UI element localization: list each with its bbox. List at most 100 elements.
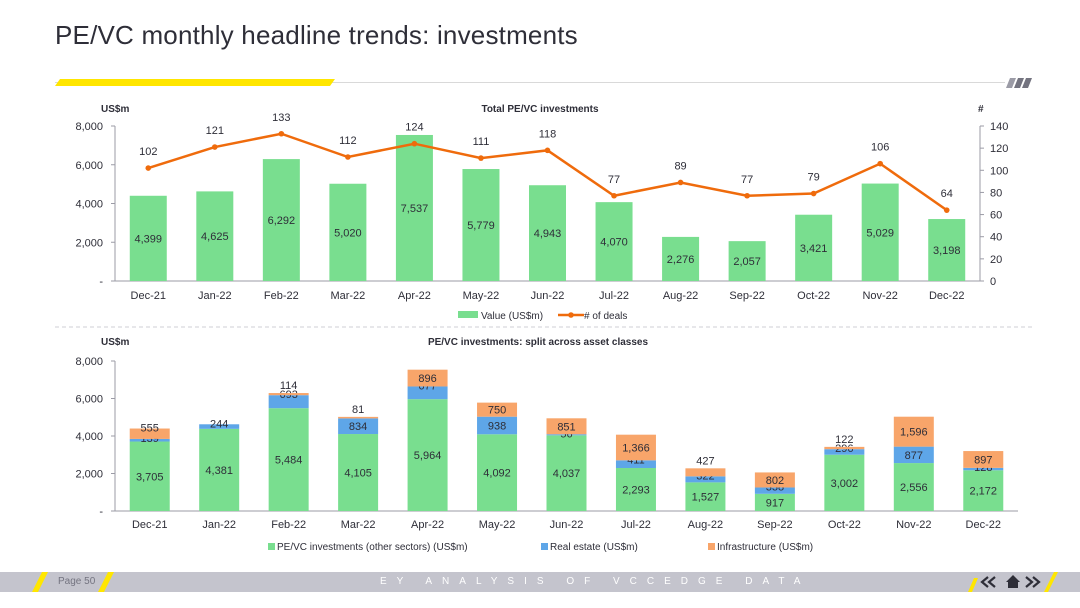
footer-slash-left (32, 572, 48, 592)
chart1-x-tick-label: Jan-22 (198, 290, 232, 302)
chart1-y2-tick-label: 140 (990, 121, 1008, 133)
chart2-bar-other-sectors (477, 434, 518, 511)
footer-slash-mid (98, 572, 114, 592)
header-accent-bar (55, 79, 335, 86)
chart2-bar-other-sectors-label: 1,527 (692, 492, 720, 504)
chart2-bar-infrastructure (963, 451, 1004, 468)
chart2-bar-infrastructure-label: 750 (488, 405, 506, 417)
chart2-bar-infrastructure (754, 472, 795, 488)
chart1-deals-point (943, 207, 950, 213)
chart1-deals-label: 133 (272, 112, 290, 124)
chart2-bar-other-sectors-legend-swatch (268, 543, 275, 550)
chart2-bar-other-sectors-label: 5,484 (275, 455, 303, 467)
chart1-bar-value-label: 4,070 (600, 237, 628, 249)
chart1-bar-value-label: 3,421 (800, 243, 828, 255)
chart1-x-tick-label: Dec-21 (131, 290, 166, 302)
chart1-deals-label: 89 (674, 160, 686, 172)
chart1-x-tick-label: Nov-22 (862, 290, 897, 302)
chart1-ylabel: US$m (101, 104, 129, 115)
chart2-bar-other-sectors-label: 2,556 (900, 482, 928, 494)
chart1-deals-point (411, 140, 418, 147)
chart1-deals-point (744, 192, 750, 199)
chart1-deals-point (810, 190, 817, 197)
chart2-bar-other-sectors-label: 917 (766, 497, 784, 509)
footer-bar (0, 572, 1080, 592)
chart1-deals-label: 77 (608, 174, 620, 186)
chart1-x-tick-label: Aug-22 (663, 290, 698, 302)
chart1-bar-Jan-22 (196, 191, 234, 281)
chart2-bar-real-estate (199, 424, 240, 429)
chart1-bar-Feb-22 (262, 159, 300, 281)
chart2-bar-real-estate (268, 395, 309, 409)
chart2-x-tick-label: Aug-22 (688, 519, 723, 531)
chart2-bar-infrastructure-label: 427 (696, 455, 714, 467)
chart1-y2-tick-label: 20 (990, 254, 1002, 266)
chart1-bar-Dec-21 (129, 195, 167, 281)
chart2-bar-other-sectors-label: 2,293 (622, 485, 650, 497)
chart1-deals-point (677, 179, 684, 186)
chart1-legend-value-label: Value (US$m) (481, 311, 543, 322)
chart1-bar-value-label: 2,276 (667, 254, 695, 266)
chart1-deals-point (212, 144, 218, 150)
chart2-bar-real-estate-legend-label: Real estate (US$m) (550, 542, 638, 553)
chart1-bar-value-label: 4,625 (201, 231, 229, 243)
double-chevron-left-icon[interactable] (980, 576, 996, 588)
chart2-ylabel: US$m (101, 337, 129, 348)
chart1-bar-Sep-22 (728, 241, 766, 281)
chart1-legend-deals-marker (568, 312, 574, 318)
chart1-bar-Nov-22 (861, 183, 899, 281)
chart2-x-tick-label: Dec-21 (132, 519, 167, 531)
chart2-bar-other-sectors (685, 482, 726, 511)
chart1-bar-Oct-22 (795, 214, 833, 281)
chart1-x-tick-label: Mar-22 (330, 290, 365, 302)
chart2-bar-infrastructure-label: 122 (835, 434, 853, 446)
chart1-bar-Dec-22 (928, 219, 966, 281)
chart1-bar-value-label: 5,020 (334, 227, 362, 239)
chart1-bar-Mar-22 (329, 183, 367, 281)
chart2-y-tick-label: 6,000 (75, 394, 103, 406)
chart2-bar-real-estate (893, 446, 934, 464)
chart2-x-tick-label: Oct-22 (828, 519, 861, 531)
chart2-bar-other-sectors-label: 3,705 (136, 471, 164, 483)
chart2-y-tick-label: 2,000 (75, 469, 103, 481)
chart2-title: PE/VC investments: split across asset cl… (428, 337, 649, 348)
chart2-bar-real-estate (546, 434, 587, 436)
chart2-bar-real-estate-label: 834 (349, 421, 367, 433)
chart2-bar-other-sectors (963, 470, 1004, 511)
chart1-bar-value-label: 4,399 (135, 233, 163, 245)
chart1-bar-value-label: 4,943 (534, 228, 562, 240)
chart1-deals-point (145, 165, 152, 171)
chart2-bar-other-sectors-label: 3,002 (831, 478, 859, 490)
chart2-bar-real-estate (615, 460, 656, 469)
chart2-bar-infrastructure-label: 802 (766, 475, 784, 487)
chart2-bar-infrastructure-label: 851 (557, 421, 575, 433)
chart2-bar-other-sectors (893, 463, 934, 511)
chart2-bar-other-sectors-label: 5,964 (414, 450, 442, 462)
chart1-bar-value-label: 5,029 (866, 227, 894, 239)
chart1-deals-label: 64 (941, 188, 953, 200)
chart1-deals-point (278, 130, 285, 137)
chart1-x-tick-label: Dec-22 (929, 290, 964, 302)
chart2-bar-infrastructure (338, 416, 379, 419)
chart2-bar-infrastructure (129, 428, 170, 439)
chart1-deals-label: 106 (871, 142, 889, 154)
chart2-bar-other-sectors-label: 2,172 (970, 486, 998, 498)
chart2-x-tick-label: Nov-22 (896, 519, 931, 531)
chart2-bar-infrastructure-label: 1,366 (622, 442, 650, 454)
chart1-x-tick-label: Jun-22 (531, 290, 565, 302)
double-chevron-right-icon[interactable] (1025, 576, 1041, 588)
chart2-bar-other-sectors-label: 4,105 (344, 468, 372, 480)
chart1-y-tick-label: 6,000 (75, 160, 103, 172)
chart2-bar-other-sectors-legend-label: PE/VC investments (other sectors) (US$m) (277, 542, 468, 553)
chart1-bar-value-label: 5,779 (467, 220, 495, 232)
chart1-deals-point (345, 154, 351, 160)
chart2-bar-infrastructure (407, 369, 448, 387)
chart2-bar-infrastructure-label: 1,596 (900, 427, 928, 439)
chart2-bar-other-sectors (824, 454, 865, 511)
chart2-bar-real-estate-label: 938 (488, 420, 506, 432)
chart2-bar-real-estate-legend-swatch (541, 543, 548, 550)
chart2-bar-infrastructure (685, 468, 726, 477)
home-icon[interactable] (1006, 575, 1020, 588)
chart1-x-tick-label: May-22 (463, 290, 500, 302)
chart1-deals-label: 112 (339, 135, 357, 147)
